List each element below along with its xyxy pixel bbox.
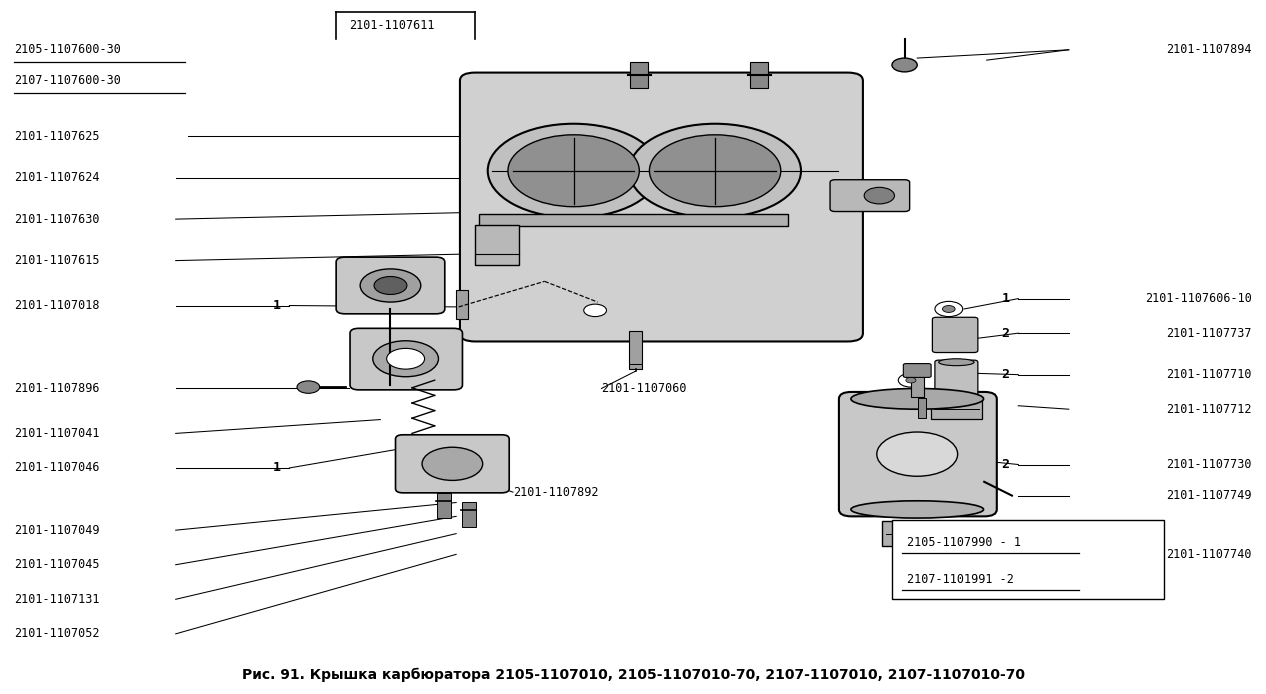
Text: 1: 1: [272, 462, 281, 475]
Circle shape: [508, 135, 639, 207]
Bar: [912, 376, 923, 397]
Text: 2: 2: [1001, 548, 1010, 561]
Text: 2101-1107046: 2101-1107046: [14, 462, 100, 475]
Text: 1: 1: [272, 299, 281, 312]
Circle shape: [298, 381, 320, 393]
Bar: [456, 290, 467, 319]
FancyBboxPatch shape: [349, 328, 462, 390]
Circle shape: [422, 447, 482, 480]
Circle shape: [877, 432, 957, 476]
FancyBboxPatch shape: [882, 521, 952, 546]
Bar: [475, 226, 519, 265]
Ellipse shape: [938, 359, 974, 366]
Text: 2101-1107049: 2101-1107049: [14, 524, 100, 536]
Text: 2101-1107606-10: 2101-1107606-10: [1146, 292, 1252, 305]
Circle shape: [865, 187, 895, 204]
Text: 2105-1107990 - 1: 2105-1107990 - 1: [908, 536, 1022, 548]
Circle shape: [372, 341, 438, 377]
Circle shape: [360, 269, 420, 302]
Text: 2101-1107730: 2101-1107730: [1166, 458, 1252, 471]
Text: 2101-1107894: 2101-1107894: [1166, 43, 1252, 56]
Bar: [751, 62, 768, 88]
Text: 1: 1: [1001, 292, 1010, 305]
Circle shape: [649, 135, 781, 207]
Text: 2101-1107630: 2101-1107630: [14, 212, 100, 226]
Circle shape: [487, 124, 660, 218]
Bar: [629, 331, 642, 369]
Text: 2101-1107892: 2101-1107892: [513, 486, 599, 499]
Bar: [630, 62, 648, 88]
Text: 2101-1107052: 2101-1107052: [14, 627, 100, 641]
Text: 2101-1107615: 2101-1107615: [14, 254, 100, 267]
Text: 2: 2: [1001, 458, 1010, 471]
Circle shape: [942, 305, 955, 312]
Bar: [462, 502, 476, 527]
FancyBboxPatch shape: [931, 398, 981, 419]
Circle shape: [386, 348, 424, 369]
Bar: [919, 398, 925, 418]
Text: 2101-1107625: 2101-1107625: [14, 130, 100, 143]
Text: 2101-1107045: 2101-1107045: [14, 558, 100, 571]
Text: 2101-1107740: 2101-1107740: [1166, 548, 1252, 561]
Circle shape: [584, 304, 606, 316]
Circle shape: [629, 124, 801, 218]
Text: Рис. 91. Крышка карбюратора 2105-1107010, 2105-1107010-70, 2107-1107010, 2107-11: Рис. 91. Крышка карбюратора 2105-1107010…: [242, 668, 1024, 682]
FancyBboxPatch shape: [460, 73, 863, 341]
Ellipse shape: [851, 501, 984, 518]
FancyBboxPatch shape: [337, 257, 444, 314]
Text: 2101-1107624: 2101-1107624: [14, 171, 100, 184]
Circle shape: [893, 58, 918, 72]
Circle shape: [899, 373, 923, 387]
FancyBboxPatch shape: [932, 317, 977, 353]
FancyBboxPatch shape: [934, 360, 977, 398]
Text: 2101-1107611: 2101-1107611: [348, 19, 434, 32]
Text: 2101-1107131: 2101-1107131: [14, 593, 100, 606]
FancyBboxPatch shape: [395, 434, 509, 493]
Bar: [479, 214, 789, 226]
Text: 2101-1107060: 2101-1107060: [601, 382, 687, 395]
Circle shape: [906, 378, 917, 383]
Text: 2101-1107749: 2101-1107749: [1166, 489, 1252, 502]
Circle shape: [934, 301, 962, 316]
Text: 2101-1107737: 2101-1107737: [1166, 327, 1252, 339]
FancyBboxPatch shape: [893, 520, 1163, 600]
Text: 2101-1107041: 2101-1107041: [14, 427, 100, 440]
Text: 2: 2: [1001, 368, 1010, 381]
Text: 2101-1107710: 2101-1107710: [1166, 368, 1252, 381]
Text: 2105-1107600-30: 2105-1107600-30: [14, 43, 120, 56]
Circle shape: [373, 276, 406, 294]
Bar: [437, 493, 451, 518]
Text: 2101-1107896: 2101-1107896: [14, 382, 100, 395]
FancyBboxPatch shape: [904, 364, 931, 378]
Text: 2101-1107018: 2101-1107018: [14, 299, 100, 312]
Ellipse shape: [851, 389, 984, 409]
Text: 2: 2: [1001, 327, 1010, 339]
Text: 2101-1107712: 2101-1107712: [1166, 403, 1252, 416]
FancyBboxPatch shape: [830, 180, 910, 212]
FancyBboxPatch shape: [839, 392, 996, 516]
Text: 2107-1107600-30: 2107-1107600-30: [14, 74, 120, 87]
Text: 2107-1101991 -2: 2107-1101991 -2: [908, 573, 1014, 586]
